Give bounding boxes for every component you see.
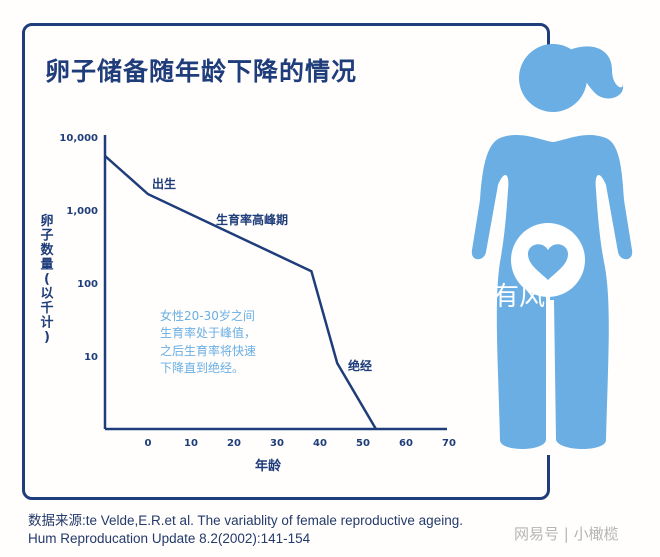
- note-text: 女性20-30岁之间 生育率处于峰值， 之后生育率将快速 下降直到绝经。: [160, 308, 256, 375]
- woman-silhouette-icon: [471, 44, 633, 449]
- y-axis-label-char: 量: [40, 258, 53, 273]
- series-line: [104, 155, 377, 430]
- y-tick-label: 10,000: [59, 133, 98, 144]
- note-line: 女性20-30岁之间: [160, 308, 255, 323]
- annotation-birth: 出生: [152, 176, 176, 191]
- y-axis-label-char: 卵: [40, 213, 53, 229]
- x-tick-label: 10: [184, 438, 198, 449]
- x-tick-label: 30: [270, 438, 284, 449]
- page-title: 卵子储备随年龄下降的情况: [45, 57, 358, 86]
- watermark: 网易号 | 小橄榄: [514, 525, 619, 543]
- y-axis-label-char: 子: [40, 229, 53, 244]
- y-axis-label-char: 千: [40, 300, 53, 316]
- y-axis-label-char: ): [44, 330, 50, 345]
- x-tick-label: 20: [227, 438, 241, 449]
- y-axis-label-char: 以: [40, 287, 53, 302]
- x-tick-label: 0: [145, 438, 152, 449]
- y-tick-label: 1,000: [66, 206, 98, 217]
- overlay-watermark: 有风: [493, 282, 545, 312]
- y-axis-label-char: (: [44, 272, 50, 287]
- note-line: 下降直到绝经。: [160, 360, 244, 375]
- x-axis-label: 年龄: [255, 458, 282, 474]
- y-tick-label: 100: [77, 279, 98, 290]
- source-line: Hum Reproducation Update 8.2(2002):141-1…: [28, 531, 311, 546]
- y-tick-label: 10: [84, 352, 98, 363]
- x-tick-label: 60: [399, 438, 413, 449]
- source-line: 数据来源:te Velde,E.R.et al. The variablity …: [28, 513, 463, 528]
- y-axis-label-char: 数: [40, 242, 54, 258]
- note-line: 生育率处于峰值，: [160, 325, 256, 340]
- axes: 0 10 20 30 40 50 60 70 10,000 1,000 100 10: [59, 133, 456, 449]
- note-line: 之后生育率将快速: [160, 343, 256, 358]
- source-citation: 数据来源:te Velde,E.R.et al. The variablity …: [28, 512, 463, 548]
- x-tick-label: 40: [313, 438, 327, 449]
- x-tick-label: 70: [442, 438, 456, 449]
- y-axis-label-char: 计: [40, 315, 53, 331]
- annotation-menopause: 绝经: [348, 358, 372, 373]
- x-tick-label: 50: [356, 438, 370, 449]
- annotation-peak: 生育率高峰期: [216, 212, 288, 227]
